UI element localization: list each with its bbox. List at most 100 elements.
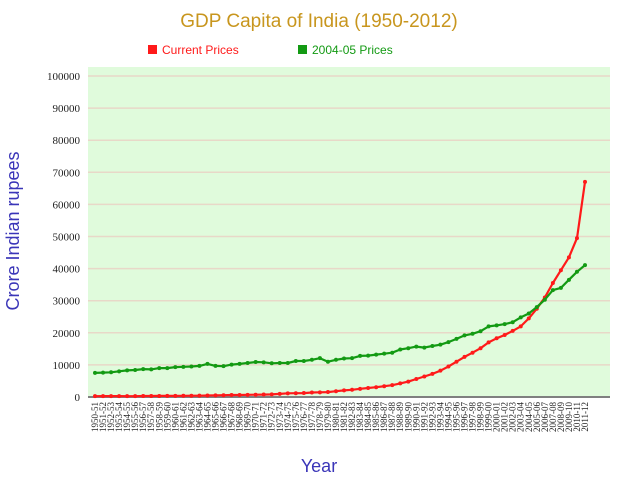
data-point: [382, 351, 387, 356]
data-point: [398, 347, 403, 352]
x-tick-label: 1963-64: [194, 402, 204, 432]
data-point: [446, 364, 451, 369]
data-point: [317, 390, 322, 395]
y-axis-title: Crore Indian rupees: [3, 151, 23, 310]
data-point: [558, 268, 563, 273]
x-tick-label: 1956-57: [138, 402, 148, 432]
data-point: [478, 346, 483, 351]
x-tick-label: 1993-94: [435, 402, 445, 432]
data-point: [566, 277, 571, 282]
data-point: [510, 328, 515, 333]
data-point: [478, 329, 483, 334]
legend-item: 2004-05 Prices: [298, 43, 393, 57]
data-point: [285, 360, 290, 365]
y-tick-label: 90000: [53, 103, 81, 115]
x-tick-label: 1983-84: [355, 402, 365, 432]
x-tick-label: 1986-87: [379, 402, 389, 432]
data-point: [149, 394, 154, 399]
data-point: [165, 366, 170, 371]
y-tick-label: 0: [75, 392, 81, 404]
data-point: [229, 362, 234, 367]
x-tick-label: 1980-81: [331, 402, 341, 432]
data-point: [101, 394, 106, 399]
x-tick-label: 1953-54: [114, 402, 124, 432]
data-point: [93, 370, 97, 375]
data-point: [317, 356, 322, 361]
series-layer: [93, 179, 587, 399]
x-tick-label: 1976-77: [299, 402, 309, 432]
data-point: [181, 364, 186, 369]
y-tick-label: 70000: [53, 167, 81, 179]
x-tick-label: 1957-58: [146, 402, 156, 432]
data-point: [101, 370, 106, 375]
y-tick-label: 100000: [47, 71, 81, 83]
data-point: [398, 381, 403, 386]
x-tick-label: 1954-55: [122, 402, 132, 432]
data-point: [358, 353, 363, 358]
x-tick-label: 2003-04: [516, 402, 526, 432]
x-tick-label: 1994-95: [443, 402, 453, 432]
x-tick-label: 1979-80: [323, 402, 333, 432]
data-point: [350, 387, 355, 392]
series-2004-05-prices: [93, 263, 587, 375]
x-tick-label: 1999-00: [484, 402, 494, 432]
data-point: [125, 368, 130, 373]
x-axis-title: Year: [301, 456, 337, 476]
x-tick-label: 1997-98: [468, 402, 478, 432]
data-point: [205, 393, 210, 398]
x-tick-label: 2006-07: [540, 402, 550, 432]
data-point: [253, 360, 258, 365]
legend-swatch: [148, 45, 157, 54]
data-point: [374, 385, 379, 390]
data-point: [229, 393, 234, 398]
data-point: [502, 333, 507, 338]
x-tick-label: 2005-06: [532, 402, 542, 432]
x-tick-label: 1992-93: [427, 402, 437, 432]
x-tick-label: 1952-53: [106, 402, 116, 432]
data-point: [414, 377, 419, 382]
y-tick-label: 10000: [53, 360, 81, 372]
data-point: [358, 386, 363, 391]
data-point: [269, 361, 274, 366]
data-point: [350, 356, 355, 361]
data-point: [269, 392, 274, 397]
x-tick-label: 2010-11: [572, 402, 582, 432]
data-point: [438, 368, 443, 373]
data-point: [277, 391, 282, 396]
data-point: [309, 390, 314, 395]
x-tick-label: 1977-78: [307, 402, 317, 432]
data-point: [366, 353, 371, 358]
x-tick-label: 1987-88: [387, 402, 397, 432]
data-point: [189, 364, 194, 369]
x-tick-label: 1959-60: [162, 402, 172, 432]
y-tick-label: 80000: [53, 135, 81, 147]
data-point: [454, 336, 459, 341]
x-tick-label: 1965-66: [210, 402, 220, 432]
x-tick-label: 1958-59: [154, 402, 164, 432]
data-point: [213, 363, 218, 368]
x-tick-label: 1984-85: [363, 402, 373, 432]
x-tick-label: 2004-05: [524, 402, 534, 432]
data-point: [550, 281, 555, 286]
data-point: [141, 394, 146, 399]
data-point: [325, 390, 330, 395]
legend: Current Prices 2004-05 Prices: [148, 43, 393, 57]
data-point: [454, 359, 459, 364]
x-tick-label: 1950-51: [90, 402, 100, 432]
data-point: [462, 333, 467, 338]
x-tick-label: 1990-91: [411, 402, 421, 432]
chart-title: GDP Capita of India (1950-2012): [180, 11, 457, 32]
data-point: [325, 359, 330, 364]
legend-item: Current Prices: [148, 43, 239, 57]
data-point: [221, 393, 226, 398]
data-point: [374, 352, 379, 357]
x-tick-label: 1971-72: [259, 402, 269, 432]
data-point: [165, 393, 170, 398]
data-point: [470, 350, 475, 355]
data-point: [430, 343, 435, 348]
data-point: [277, 360, 282, 365]
data-point: [414, 344, 419, 349]
data-point: [526, 311, 531, 316]
legend-label: Current Prices: [162, 43, 239, 57]
x-tick-label: 1991-92: [419, 402, 429, 432]
